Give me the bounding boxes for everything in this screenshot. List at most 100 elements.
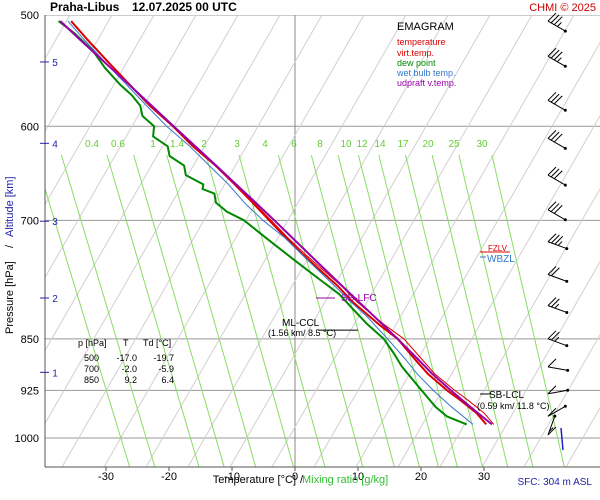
wind-barb-flag — [551, 267, 560, 277]
mixing-ratio-line — [133, 154, 225, 467]
wind-barb-flag — [547, 91, 557, 101]
wind-barb — [547, 91, 567, 112]
table-cell: -5.9 — [158, 364, 174, 374]
wind-barb-tip — [565, 310, 569, 314]
mixing-ratio-line — [310, 154, 395, 467]
mixing-ratio-line — [458, 154, 534, 467]
dry-adiabat — [61, 15, 323, 467]
series-dew-point — [57, 20, 468, 426]
x-tick-label: 10 — [352, 471, 364, 483]
mixing-ratio-label: 3 — [234, 139, 240, 150]
wind-barb-tip — [565, 247, 569, 251]
dry-adiabat — [187, 15, 449, 467]
x-axis-separator: / — [300, 474, 304, 486]
wind-barb-half — [556, 57, 562, 63]
mixing-ratio-line — [337, 154, 420, 467]
wind-barb-shaft — [547, 209, 566, 221]
surface-elevation: SFC: 304 m ASL — [518, 477, 593, 488]
mixing-ratio-label: 10 — [340, 139, 352, 150]
wind-barb-flag — [553, 51, 563, 61]
mixing-ratio-line — [45, 187, 131, 467]
mixing-ratio-label: 12 — [356, 139, 368, 150]
wind-barb-tip — [563, 218, 567, 222]
x-tick-label: 20 — [415, 471, 427, 483]
wind-barb-shaft — [547, 389, 568, 395]
wind-barb — [547, 297, 569, 314]
wind-barb-shaft — [547, 405, 566, 417]
chart-datetime: 12.07.2025 00 UTC — [132, 0, 237, 14]
dry-adiabat — [397, 114, 600, 467]
copyright: CHMI © 2025 — [529, 2, 596, 14]
table-header-p: p [hPa] — [78, 338, 107, 348]
wind-barb-shaft — [547, 20, 566, 32]
wind-barb-flag — [553, 95, 563, 105]
mixing-ratio-lines — [45, 154, 565, 467]
mixing-ratio-label: 17 — [397, 139, 409, 150]
wind-barb-shaft — [547, 274, 567, 282]
mixing-ratio-line — [106, 154, 200, 467]
wind-barb-flag — [547, 297, 557, 306]
mixing-ratio-label: 1 — [150, 139, 156, 150]
altitude-tick-label: 3 — [52, 217, 58, 228]
y-tick-label: 700 — [21, 215, 39, 227]
mixing-ratio-line — [277, 154, 364, 467]
wind-barb-shaft — [547, 99, 566, 111]
series-udpraft-v-temp- — [59, 20, 493, 426]
wind-barb-flag — [550, 14, 560, 24]
wind-barb-flag — [550, 168, 560, 178]
wind-barb — [547, 201, 567, 222]
mixing-ratio-label: 0.6 — [111, 139, 125, 150]
wind-barb — [547, 129, 567, 150]
y-axis-separator: / — [4, 244, 16, 248]
wind-barb-tip — [566, 368, 570, 372]
x-tick-label: -10 — [224, 471, 240, 483]
dry-adiabat — [271, 15, 533, 467]
wind-barb — [547, 266, 569, 283]
table-header-td: Td [°C] — [143, 338, 171, 348]
wind-barb-flag — [553, 170, 563, 180]
mixing-ratio-line — [405, 154, 483, 467]
legend-virt-temp: virt.temp. — [397, 48, 434, 58]
wind-barb-shaft — [547, 55, 566, 67]
x-tick-label: -20 — [161, 471, 177, 483]
wind-barb-flag — [547, 12, 557, 22]
annotation-sb-lfc: SB-LFC — [341, 293, 377, 304]
wind-barb-tip — [566, 388, 570, 392]
surface-wind-marker — [560, 427, 564, 451]
mixing-ratio-label: 0.4 — [85, 139, 99, 150]
dry-adiabat — [45, 15, 239, 352]
wind-barb-tip — [565, 279, 569, 283]
wind-barb-flag — [547, 233, 557, 243]
wind-barb-flag — [547, 385, 557, 395]
dry-adiabat — [481, 260, 600, 467]
mixing-ratio-label: 30 — [476, 139, 488, 150]
wind-barb — [547, 12, 567, 33]
wind-barb-shaft — [547, 305, 567, 313]
table-header-t: T — [123, 338, 129, 348]
altitude-tick-label: 4 — [52, 139, 58, 150]
wind-barb-tip — [563, 146, 567, 150]
y-axis-label-altitude: Altitude [km] — [4, 176, 16, 237]
wind-barb-flag — [553, 16, 563, 26]
wind-barb-half — [556, 22, 562, 27]
table-cell: 850 — [84, 375, 99, 385]
annotation-sb-lcl: SB-LCL — [489, 390, 524, 401]
wind-barb-flag — [550, 131, 560, 141]
wind-barb-tip — [563, 108, 567, 112]
series-lines — [57, 20, 495, 426]
wind-barb-flag — [547, 407, 557, 417]
legend-wet-bulb: wet bulb temp. — [396, 68, 456, 78]
annotation-wbzl: WBZL — [487, 254, 515, 265]
mixing-ratio-label: 4 — [262, 139, 268, 150]
wind-barb — [547, 330, 569, 348]
wind-barb-shaft — [547, 174, 566, 186]
altitude-tick-label: 2 — [52, 294, 58, 305]
table-cell: 9.2 — [124, 375, 137, 385]
mixing-ratio-label: 20 — [422, 139, 434, 150]
table-cell: 700 — [84, 364, 99, 374]
wind-barb-tip — [565, 344, 569, 348]
annotation-fzlv: FZLV — [488, 244, 508, 253]
wind-barb-shaft — [547, 366, 568, 371]
legend-updraft: udpraft v.temp. — [397, 78, 456, 88]
